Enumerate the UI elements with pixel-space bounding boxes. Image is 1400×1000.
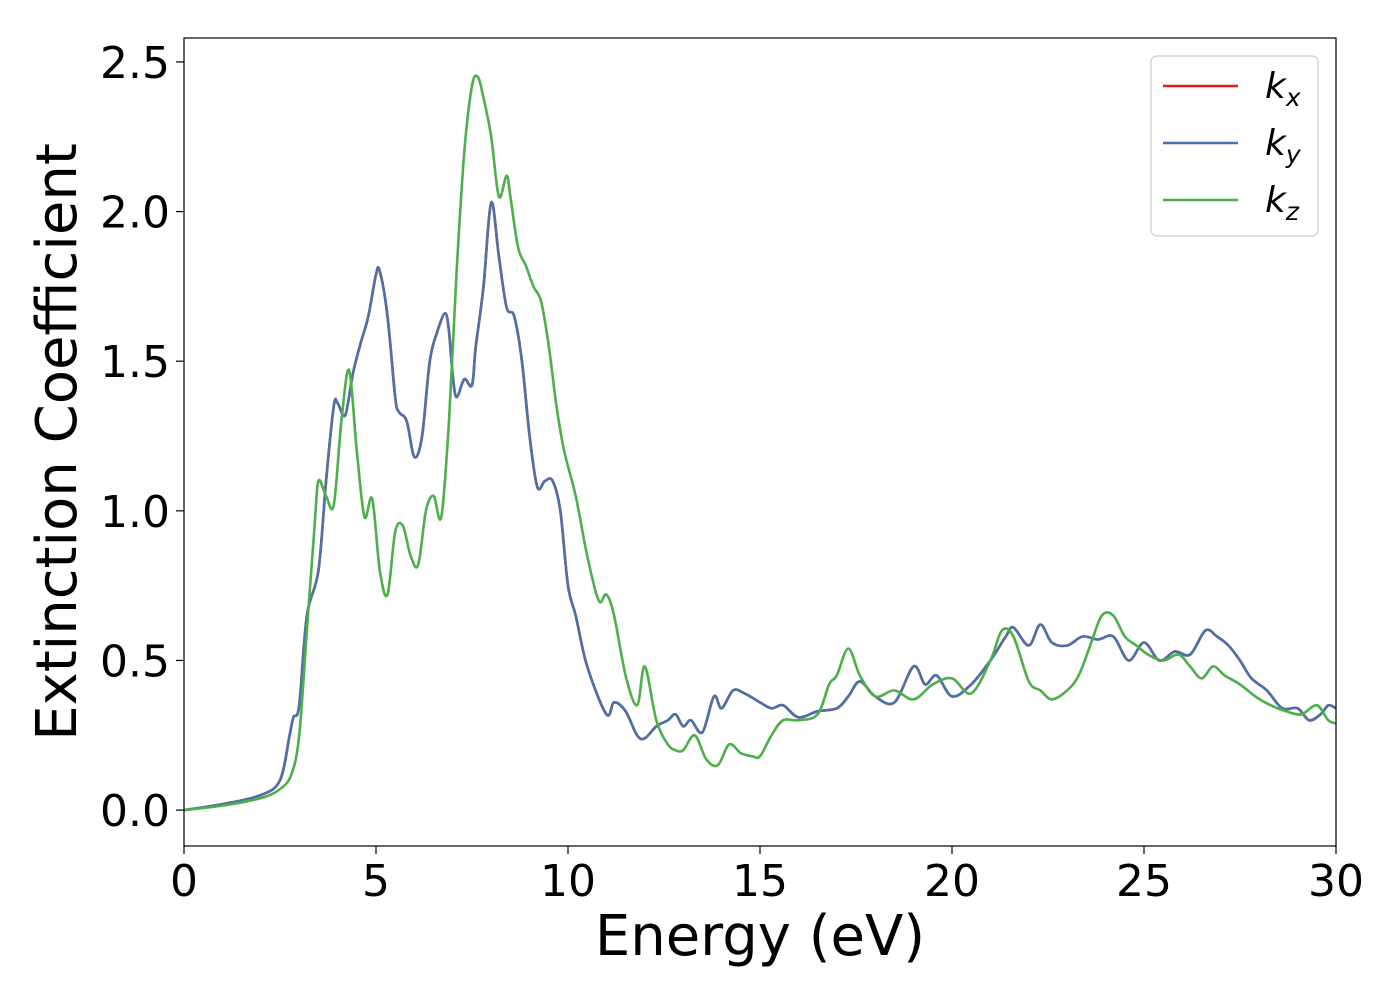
y-axis-ticks: 0.0 0.5 1.0 1.5 2.0 2.5: [100, 38, 184, 837]
legend-label-y: ky: [1265, 123, 1302, 169]
x-tick-label: 30: [1308, 856, 1364, 907]
series-layer: [184, 74, 1336, 812]
x-tick-label: 20: [924, 856, 980, 907]
x-tick-label: 5: [362, 856, 390, 907]
x-tick-label: 25: [1116, 856, 1172, 907]
y-tick-label: 1.5: [100, 337, 170, 388]
y-axis-title: Extinction Coefficient: [25, 143, 90, 741]
x-axis-ticks: 0 5 10 15 20 25 30: [170, 846, 1364, 907]
y-tick-label: 0.0: [100, 786, 170, 837]
series-line-y: [184, 201, 1336, 812]
y-tick-label: 1.0: [100, 487, 170, 538]
y-tick-label: 2.0: [100, 188, 170, 239]
legend-box: [1150, 55, 1319, 237]
legend-label-x: kx: [1265, 66, 1301, 112]
legend: kx ky kz: [1150, 55, 1319, 237]
x-tick-label: 10: [540, 856, 596, 907]
x-tick-label: 15: [732, 856, 788, 907]
series-line-z: [184, 74, 1336, 812]
y-tick-label: 2.5: [100, 38, 170, 89]
x-axis-title: Energy (eV): [595, 904, 925, 969]
legend-label-z: kz: [1265, 180, 1300, 226]
y-tick-label: 0.5: [100, 636, 170, 687]
x-tick-label: 0: [170, 856, 198, 907]
